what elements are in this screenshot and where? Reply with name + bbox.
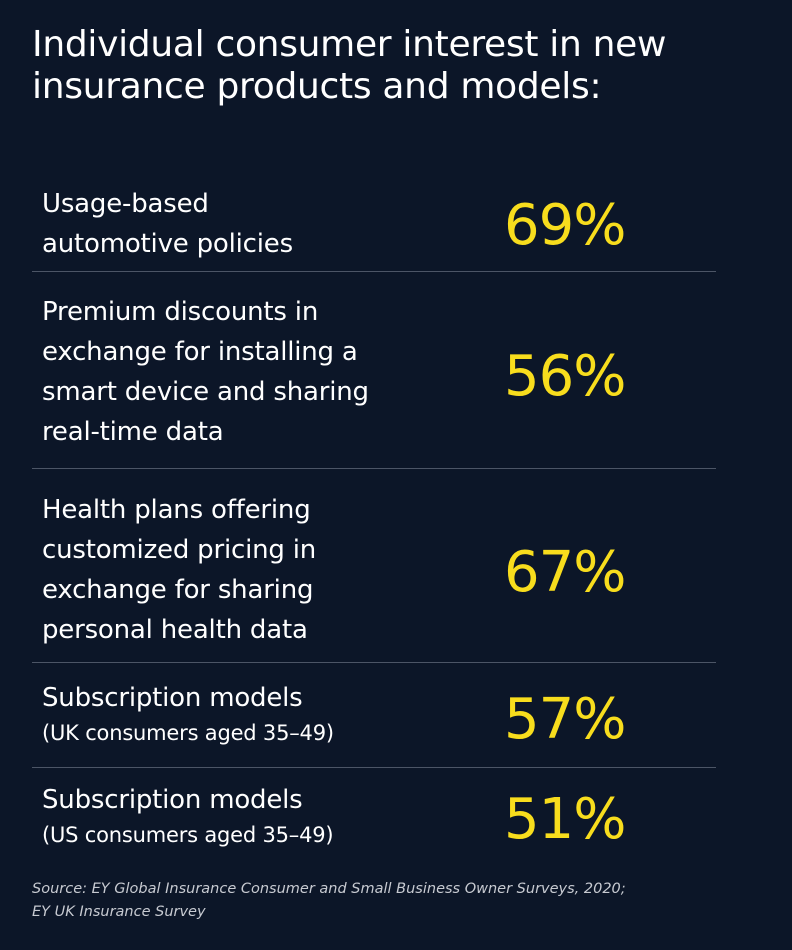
source-line: EY UK Insurance Survey [32, 904, 206, 920]
row-divider [32, 271, 716, 272]
source-note: Source: EY Global Insurance Consumer and… [32, 878, 772, 924]
stat-label-line: customized pricing in [42, 535, 317, 565]
stat-label: Subscription models (US consumers aged 35… [42, 780, 334, 850]
stat-label-sub: (UK consumers aged 35–49) [42, 721, 334, 745]
stat-value: 69% [504, 193, 626, 258]
chart-title-line: Individual consumer interest in new [32, 24, 667, 65]
chart-title: Individual consumer interest in new insu… [32, 24, 752, 108]
stat-label: Health plans offering customized pricing … [42, 490, 316, 650]
chart-title-line: insurance products and models: [32, 66, 602, 107]
stat-label-line: Usage-based [42, 189, 209, 219]
stat-value: 57% [504, 687, 626, 752]
stat-label-line: smart device and sharing [42, 377, 369, 407]
stat-label: Usage-based automotive policies [42, 184, 293, 264]
row-divider [32, 662, 716, 663]
stat-label-line: real-time data [42, 417, 224, 447]
stat-value: 51% [504, 787, 626, 852]
stat-label-line: automotive policies [42, 229, 293, 259]
stat-label-sub: (US consumers aged 35–49) [42, 823, 334, 847]
stat-value: 67% [504, 540, 626, 605]
stat-label-line: exchange for installing a [42, 337, 358, 367]
stat-label-line: Subscription models [42, 683, 303, 713]
stat-label: Premium discounts in exchange for install… [42, 292, 369, 452]
stat-label-line: personal health data [42, 615, 308, 645]
stat-label: Subscription models (UK consumers aged 35… [42, 678, 334, 748]
source-line: Source: EY Global Insurance Consumer and… [32, 881, 626, 897]
row-divider [32, 468, 716, 469]
stat-label-line: Health plans offering [42, 495, 311, 525]
stat-label-line: Subscription models [42, 785, 303, 815]
stat-label-line: Premium discounts in [42, 297, 319, 327]
row-divider [32, 767, 716, 768]
stat-label-line: exchange for sharing [42, 575, 314, 605]
stat-value: 56% [504, 344, 626, 409]
